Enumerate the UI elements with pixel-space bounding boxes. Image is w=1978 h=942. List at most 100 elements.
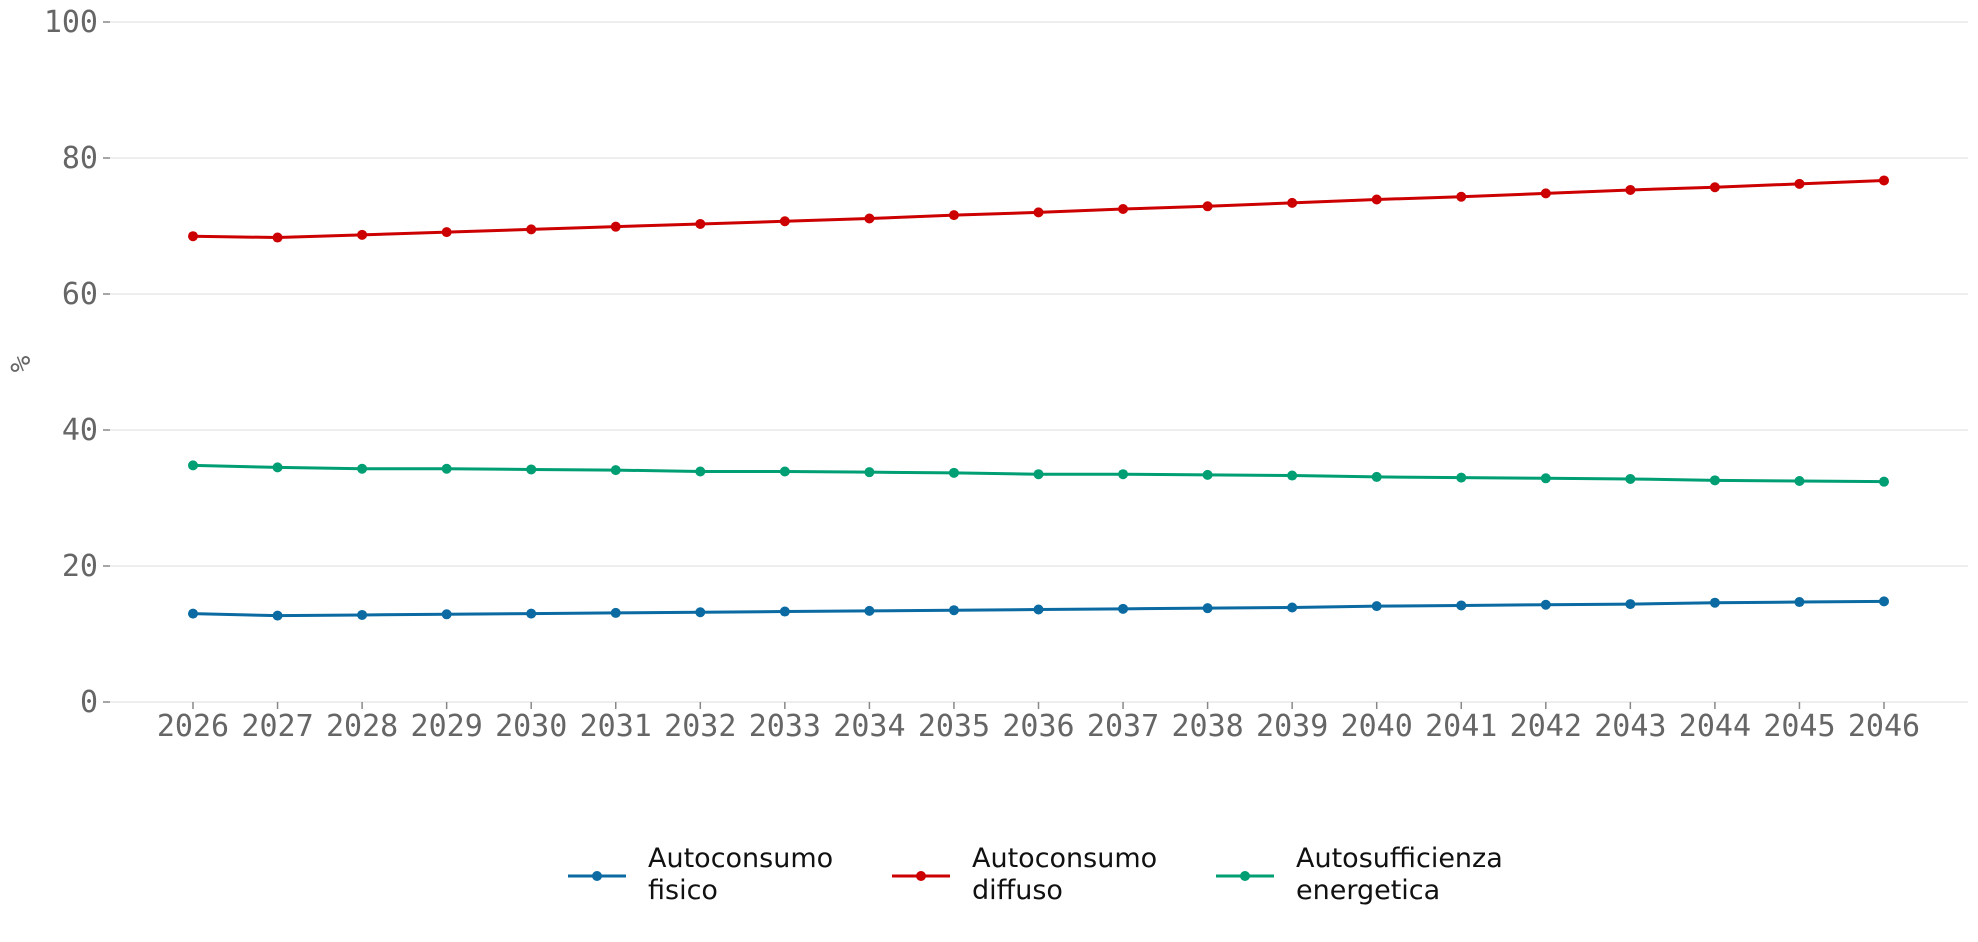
data-point xyxy=(1456,191,1467,202)
series-2 xyxy=(188,175,1889,243)
data-point xyxy=(1879,596,1889,607)
y-tick-label: 60 xyxy=(62,277,98,312)
data-point xyxy=(1625,184,1636,195)
data-point xyxy=(1794,476,1805,486)
legend-item-2: Autoconsumo diffuso xyxy=(892,843,1157,906)
data-point xyxy=(864,213,875,224)
legend-label: Autoconsumo diffuso xyxy=(972,843,1157,906)
data-point xyxy=(1202,469,1213,480)
legend-swatch-marker xyxy=(916,871,926,881)
data-point xyxy=(441,609,452,620)
data-point xyxy=(1879,476,1889,487)
data-point xyxy=(272,610,283,621)
y-tick-label: 20 xyxy=(62,549,98,584)
x-tick-label: 2027 xyxy=(241,709,313,744)
x-tick-label: 2029 xyxy=(411,709,483,744)
x-tick-label: 2046 xyxy=(1848,709,1920,744)
x-tick-label: 2037 xyxy=(1087,709,1159,744)
data-point xyxy=(526,608,537,619)
data-point xyxy=(1709,597,1720,608)
legend: Autoconsumo fisico Autoconsumo diffuso Autos… xyxy=(568,843,1503,906)
x-tick-label: 2033 xyxy=(749,709,821,744)
x-tick-label: 2034 xyxy=(833,709,905,744)
data-point xyxy=(272,232,283,243)
x-tick-label: 2035 xyxy=(918,709,990,744)
data-point xyxy=(1456,472,1467,483)
data-point xyxy=(1033,604,1044,615)
data-point xyxy=(610,221,621,232)
legend-swatch-marker xyxy=(1240,871,1250,881)
data-point xyxy=(357,463,368,474)
series-group xyxy=(188,175,1889,621)
data-point xyxy=(188,608,198,619)
data-point xyxy=(441,463,452,474)
data-point xyxy=(1033,469,1044,480)
data-point xyxy=(779,606,790,617)
series-3 xyxy=(188,460,1889,487)
series-1 xyxy=(188,596,1889,621)
y-tick-label: 40 xyxy=(62,413,98,448)
data-point xyxy=(1202,603,1213,614)
legend-label: Autosufficienza energetica xyxy=(1296,843,1503,906)
data-point xyxy=(1118,469,1129,480)
x-tick-label: 2031 xyxy=(580,709,652,744)
x-axis-ticks: 2026 2027 2028 2029 2030 2031 2032 2033 2034 2035… xyxy=(157,702,1920,744)
legend-swatch-marker xyxy=(592,871,602,881)
grid-lines xyxy=(110,21,1968,703)
data-point xyxy=(948,605,959,616)
y-tick-label: 0 xyxy=(80,685,98,720)
x-tick-label: 2036 xyxy=(1002,709,1074,744)
x-tick-label: 2030 xyxy=(495,709,567,744)
data-point xyxy=(272,462,283,473)
data-point xyxy=(1371,194,1382,205)
y-axis-ticks: 0 20 40 60 80 100 xyxy=(44,5,110,720)
y-tick-label: 100 xyxy=(44,5,98,40)
data-point xyxy=(357,229,368,240)
data-point xyxy=(526,224,537,235)
data-point xyxy=(948,210,959,221)
x-tick-label: 2039 xyxy=(1256,709,1328,744)
data-point xyxy=(441,227,452,238)
data-point xyxy=(1118,204,1129,214)
data-point xyxy=(1879,175,1889,186)
data-point xyxy=(695,218,706,229)
legend-item-3: Autosufficienza energetica xyxy=(1216,843,1503,906)
data-point xyxy=(1540,599,1551,610)
x-tick-label: 2045 xyxy=(1763,709,1835,744)
x-tick-label: 2041 xyxy=(1425,709,1497,744)
y-axis-title: % xyxy=(4,355,37,372)
data-point xyxy=(1709,182,1720,193)
legend-label: Autoconsumo fisico xyxy=(648,843,833,906)
data-point xyxy=(610,607,621,618)
x-tick-label: 2038 xyxy=(1171,709,1243,744)
x-tick-label: 2042 xyxy=(1510,709,1582,744)
data-point xyxy=(1625,599,1636,610)
data-point xyxy=(1287,470,1298,481)
data-point xyxy=(1709,475,1720,486)
data-point xyxy=(188,460,198,471)
data-point xyxy=(1033,207,1044,218)
data-point xyxy=(1202,201,1213,212)
data-point xyxy=(610,465,621,476)
y-tick-label: 80 xyxy=(62,141,98,176)
data-point xyxy=(948,467,959,478)
data-point xyxy=(1287,602,1298,613)
data-point xyxy=(779,216,790,227)
data-point xyxy=(1118,603,1129,614)
data-point xyxy=(695,466,706,477)
data-point xyxy=(1371,601,1382,612)
data-point xyxy=(779,466,790,477)
x-tick-label: 2028 xyxy=(326,709,398,744)
data-point xyxy=(1540,188,1551,199)
x-tick-label: 2043 xyxy=(1594,709,1666,744)
data-point xyxy=(1794,597,1805,608)
data-point xyxy=(864,467,875,478)
data-point xyxy=(864,605,875,616)
x-tick-label: 2026 xyxy=(157,709,229,744)
data-point xyxy=(1456,600,1467,611)
x-tick-label: 2032 xyxy=(664,709,736,744)
data-point xyxy=(526,464,537,475)
legend-item-1: Autoconsumo fisico xyxy=(568,843,833,906)
data-point xyxy=(1287,197,1298,208)
